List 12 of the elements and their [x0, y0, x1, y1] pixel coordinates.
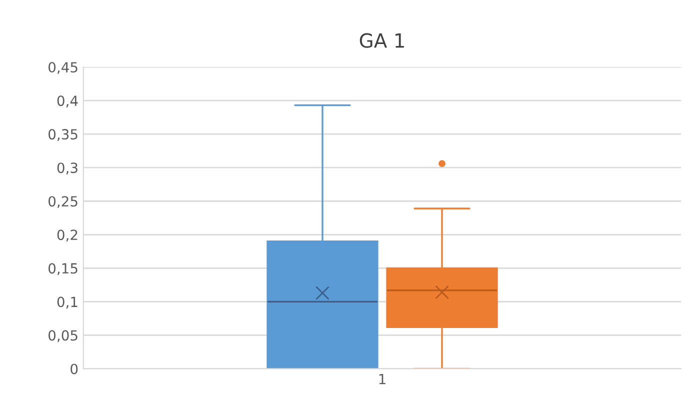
x-tick-label: 1 — [379, 374, 386, 384]
y-tick-label: 0 — [70, 364, 78, 374]
chart-title: GA 1 — [360, 33, 404, 48]
y-tick-label: 0,3 — [57, 162, 78, 174]
y-tick-label: 0,2 — [57, 230, 78, 242]
y-tick-label: 0,25 — [48, 196, 78, 208]
y-tick-label: 0,05 — [48, 330, 78, 342]
y-tick-label: 0,1 — [57, 296, 78, 309]
y-tick-label: 0,4 — [57, 96, 78, 108]
y-tick-label: 0,45 — [48, 62, 78, 74]
y-tick-label: 0,35 — [48, 129, 78, 141]
y-tick-label: 0,15 — [48, 263, 78, 276]
